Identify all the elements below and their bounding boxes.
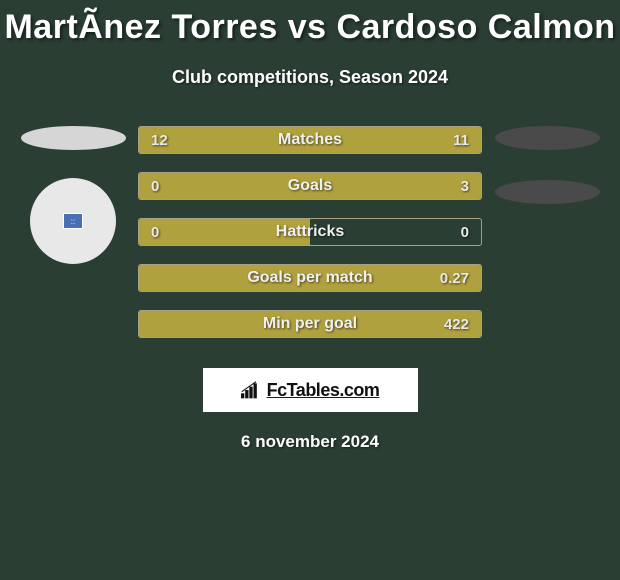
stat-row-goals-per-match: Goals per match 0.27 <box>138 264 482 292</box>
stats-column: 12 Matches 11 0 Goals 3 0 Hattricks 0 Go… <box>138 126 482 338</box>
stat-label: Goals <box>288 177 332 195</box>
page-title: MartÃ­nez Torres vs Cardoso Calmon <box>0 0 620 47</box>
avatar-placeholder-right-2 <box>495 180 600 204</box>
avatar-placeholder-left-1 <box>21 126 126 150</box>
stat-left-value: 0 <box>151 224 159 241</box>
stat-label: Min per goal <box>263 315 357 333</box>
left-player-col: :: <box>8 126 138 338</box>
bar-chart-icon <box>241 381 261 399</box>
stat-left-value: 0 <box>151 178 159 195</box>
stat-row-hattricks: 0 Hattricks 0 <box>138 218 482 246</box>
subtitle: Club competitions, Season 2024 <box>0 67 620 88</box>
team-badge-left: :: <box>30 178 116 264</box>
stat-label: Hattricks <box>276 223 344 241</box>
stat-right-value: 0.27 <box>440 270 469 287</box>
stat-row-matches: 12 Matches 11 <box>138 126 482 154</box>
stat-row-goals: 0 Goals 3 <box>138 172 482 200</box>
stat-left-value: 12 <box>151 132 168 149</box>
stat-label: Goals per match <box>247 269 372 287</box>
stat-right-value: 422 <box>444 316 469 333</box>
stat-row-min-per-goal: Min per goal 422 <box>138 310 482 338</box>
stat-right-value: 3 <box>461 178 469 195</box>
stat-right-value: 0 <box>461 224 469 241</box>
right-player-col <box>482 126 612 338</box>
team-badge-icon: :: <box>63 213 83 229</box>
logo-text: FcTables.com <box>267 380 380 401</box>
stat-label: Matches <box>278 131 342 149</box>
comparison-area: :: 12 Matches 11 0 Goals 3 0 Hattricks 0… <box>0 126 620 338</box>
avatar-placeholder-right-1 <box>495 126 600 150</box>
stat-right-value: 11 <box>453 132 469 149</box>
date-text: 6 november 2024 <box>0 432 620 452</box>
fctables-logo-link[interactable]: FcTables.com <box>203 368 418 412</box>
